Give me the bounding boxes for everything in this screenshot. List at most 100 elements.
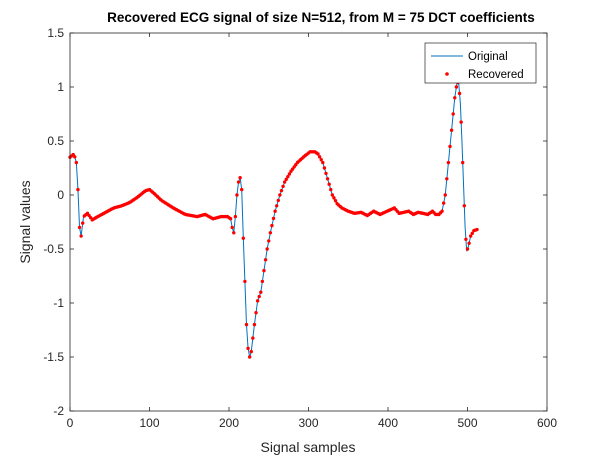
recovered-point [268, 231, 273, 235]
recovered-point [254, 311, 258, 315]
recovered-point [81, 221, 85, 225]
y-tick-label: -1.5 [43, 350, 64, 364]
recovered-point [281, 184, 285, 189]
legend-recovered-marker [445, 72, 449, 76]
y-tick-label: -1 [53, 296, 64, 310]
recovered-point [259, 290, 263, 294]
recovered-point [448, 144, 452, 149]
recovered-point [257, 294, 261, 299]
x-axis-ticks: 0 100 200 300 400 500 600 [67, 33, 557, 430]
recovered-point [453, 96, 457, 100]
recovered-point [441, 201, 446, 205]
recovered-point [325, 177, 330, 181]
recovered-point [284, 177, 288, 182]
recovered-point [443, 193, 447, 197]
recovered-point [232, 231, 236, 235]
recovered-point [278, 193, 282, 197]
recovered-point [73, 155, 77, 159]
recovered-point [249, 349, 253, 354]
recovered-point [271, 216, 276, 221]
recovered-point [235, 193, 239, 197]
recovered-point [445, 177, 449, 181]
x-tick-label: 500 [457, 416, 477, 430]
recovered-point [76, 187, 80, 192]
recovered-point [327, 182, 331, 186]
recovered-point [238, 176, 242, 180]
recovered-point [475, 227, 479, 232]
recovered-point [230, 225, 234, 230]
legend-original-label: Original [468, 51, 508, 63]
recovered-point [440, 209, 444, 213]
recovered-point [255, 299, 260, 303]
legend: Original Recovered [424, 42, 537, 84]
recovered-point [251, 336, 255, 340]
recovered-point [467, 241, 471, 245]
recovered-point [321, 160, 325, 165]
recovered-point [459, 120, 463, 124]
recovered-point [464, 237, 468, 241]
plot-area [70, 33, 547, 411]
x-tick-label: 600 [537, 416, 557, 430]
recovered-point [233, 214, 238, 219]
recovered-point [333, 199, 338, 203]
y-axis-label: Signal values [17, 180, 33, 263]
y-tick-label: 1.5 [47, 26, 64, 40]
recovered-point [286, 174, 290, 179]
recovered-point [461, 160, 465, 165]
recovered-point [276, 198, 280, 203]
recovered-point [322, 166, 327, 170]
x-tick-label: 0 [67, 416, 74, 430]
recovered-point [262, 268, 266, 273]
y-tick-label: 1 [57, 80, 64, 94]
y-tick-label: 0 [57, 188, 64, 202]
legend-box [424, 42, 537, 84]
recovered-point [244, 322, 249, 327]
x-axis-label: Signal samples [261, 439, 356, 455]
recovered-point [246, 346, 250, 351]
recovered-point [77, 225, 82, 230]
recovered-point [468, 234, 473, 238]
chart-title: Recovered ECG signal of size N=512, from… [107, 10, 535, 25]
recovered-point [457, 91, 462, 96]
recovered-point [324, 171, 328, 176]
recovered-point [287, 172, 292, 176]
legend-recovered-label: Recovered [468, 69, 524, 81]
y-axis-ticks: -2 -1.5 -1 -0.5 0 0.5 1 1.5 [43, 26, 547, 418]
recovered-point [330, 193, 335, 197]
recovered-point [270, 223, 274, 228]
y-tick-label: 0.5 [47, 134, 64, 148]
y-tick-label: -2 [53, 404, 64, 418]
x-tick-label: 100 [139, 416, 159, 430]
recovered-point [79, 234, 83, 238]
x-tick-label: 400 [378, 416, 398, 430]
recovered-point [267, 239, 271, 243]
recovered-point [329, 187, 333, 192]
recovered-point [316, 152, 320, 156]
recovered-point [273, 209, 277, 213]
recovered-point [279, 188, 284, 193]
y-tick-label: -0.5 [43, 242, 64, 256]
recovered-point [317, 155, 322, 159]
recovered-point [241, 236, 246, 240]
x-tick-label: 300 [298, 416, 318, 430]
axes-box [69, 32, 548, 412]
recovered-point [236, 180, 241, 184]
recovered-point [470, 231, 474, 236]
recovered-point [462, 204, 467, 208]
recovered-point [265, 247, 269, 251]
recovered-point [74, 160, 79, 165]
recovered-point [454, 85, 459, 89]
series-layer [68, 80, 479, 359]
recovered-point [282, 180, 287, 184]
recovered-point [260, 279, 265, 284]
recovered-point [449, 128, 454, 132]
recovered-point [243, 279, 247, 284]
recovered-point [228, 217, 233, 221]
recovered-point [332, 196, 336, 200]
recovered-point [240, 187, 244, 192]
x-tick-label: 200 [219, 416, 239, 430]
recovered-point [319, 158, 323, 162]
recovered-point [263, 258, 268, 262]
